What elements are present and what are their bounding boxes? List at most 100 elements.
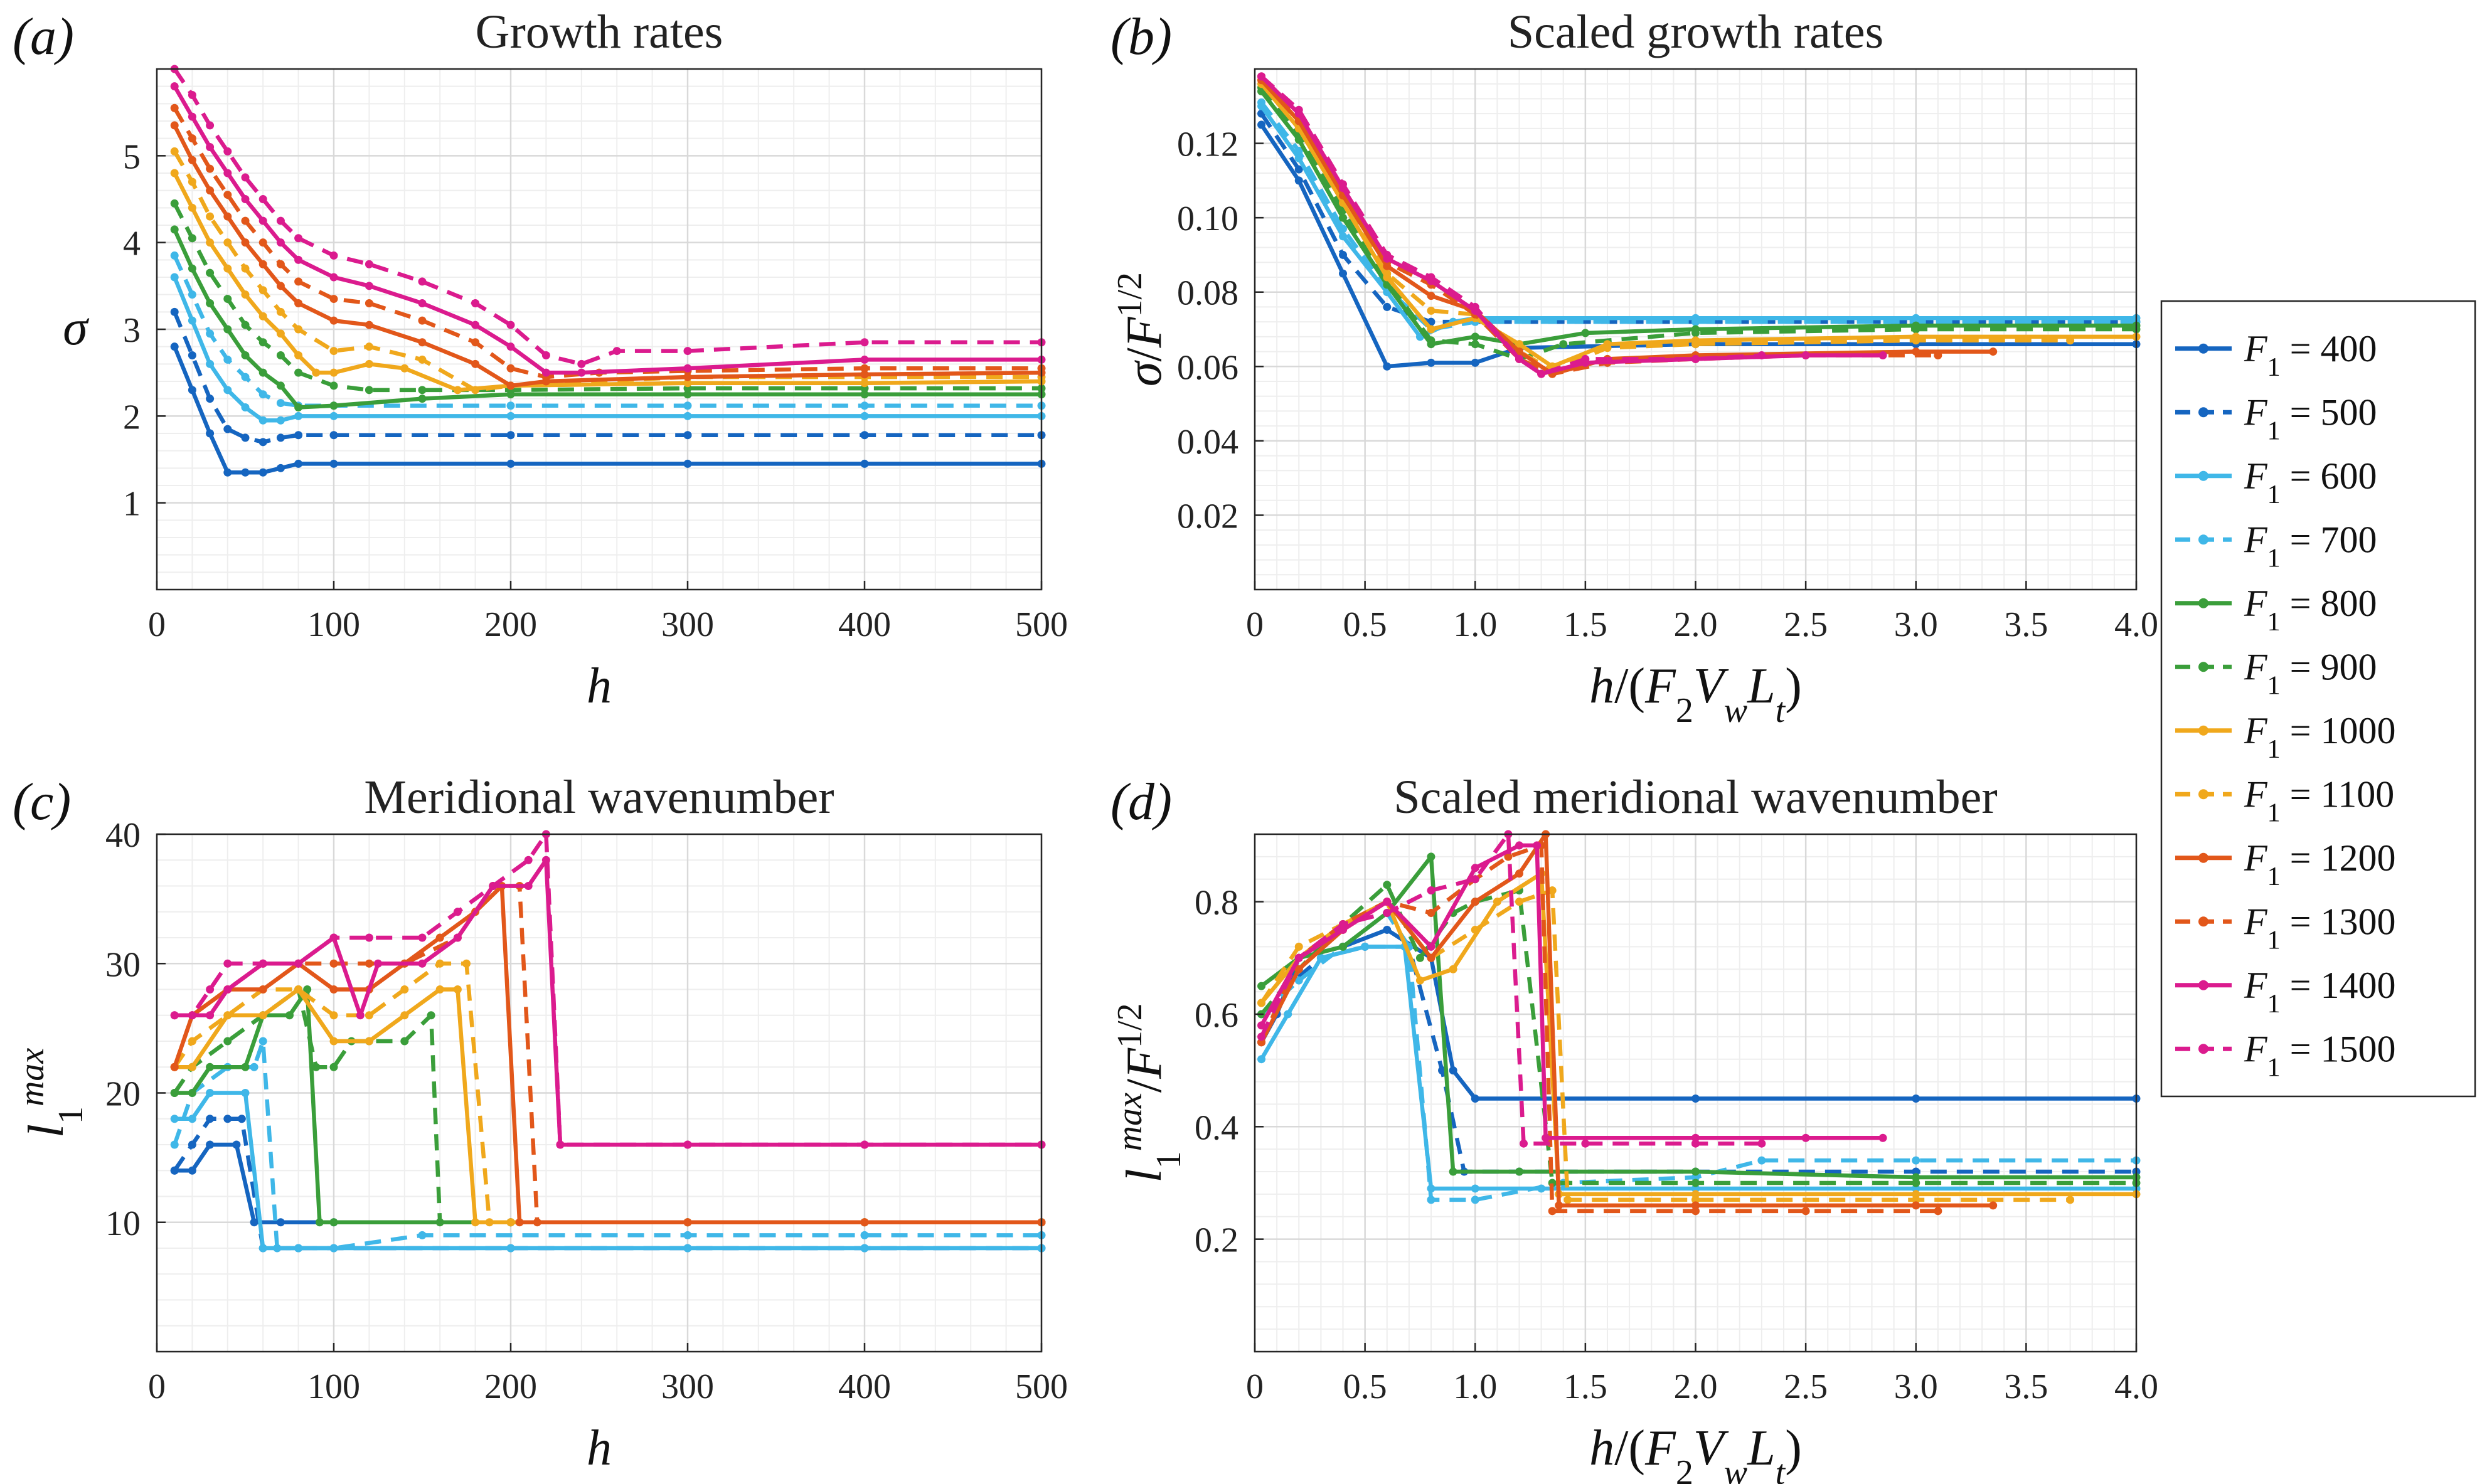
data-point	[506, 459, 515, 468]
data-point	[1912, 1156, 1920, 1165]
data-point	[471, 386, 480, 395]
data-point	[223, 1011, 232, 1020]
data-point	[1691, 340, 1700, 349]
data-point	[365, 282, 373, 290]
data-point	[294, 411, 303, 420]
data-point	[241, 468, 250, 477]
data-point	[2066, 336, 2075, 345]
label-part: /	[1117, 347, 1172, 362]
y-tick-label: 20	[105, 1075, 141, 1114]
data-point	[506, 381, 515, 390]
data-point	[860, 364, 869, 373]
legend-label: F1 = 500	[2244, 391, 2377, 445]
series-line	[1259, 832, 1762, 1146]
legend-marker	[2198, 598, 2208, 608]
data-point	[1449, 1066, 1457, 1075]
data-point	[188, 1140, 196, 1149]
data-point	[1912, 1173, 1920, 1182]
data-point	[1383, 925, 1392, 934]
data-point	[1339, 942, 1347, 951]
data-point	[170, 82, 179, 91]
x-tick-label: 0.5	[1343, 605, 1387, 644]
data-point	[1801, 1133, 1810, 1142]
data-point	[223, 985, 232, 994]
label-part: V	[1693, 1421, 1729, 1476]
data-point	[400, 985, 409, 994]
data-point	[1294, 942, 1303, 951]
data-point	[471, 1218, 480, 1227]
label-part: F	[2244, 710, 2268, 751]
x-tick-label: 500	[1015, 1367, 1068, 1406]
data-point	[170, 225, 179, 234]
data-point	[188, 1089, 196, 1097]
data-point	[1427, 953, 1435, 962]
label-part: L	[1747, 659, 1776, 714]
data-point	[1912, 1201, 1920, 1210]
data-point	[329, 368, 338, 377]
data-point	[241, 351, 250, 359]
x-tick-label: 3.5	[2004, 1367, 2048, 1406]
label-part: h	[1589, 1421, 1614, 1476]
panel-title: Meridional wavenumber	[364, 771, 834, 824]
data-point	[188, 203, 196, 212]
y-tick-label: 3	[123, 311, 141, 350]
data-point	[1542, 1133, 1550, 1142]
data-point	[860, 1244, 869, 1253]
legend-item: F1 = 800	[2175, 583, 2377, 637]
data-point	[312, 368, 321, 377]
label-part: F	[2244, 519, 2268, 560]
label-part: 1	[1149, 1151, 1188, 1169]
data-point	[241, 264, 250, 273]
y-tick-label: 2	[123, 398, 141, 437]
data-point	[683, 347, 692, 356]
data-point	[294, 234, 303, 243]
series-line	[173, 107, 1041, 379]
data-point	[223, 959, 232, 968]
data-point	[418, 1231, 427, 1239]
data-point	[170, 1115, 179, 1123]
data-point	[418, 386, 427, 395]
data-point	[612, 347, 621, 356]
data-point	[1427, 1184, 1435, 1193]
data-point	[1339, 269, 1347, 278]
data-point	[1257, 98, 1266, 107]
data-point	[1493, 898, 1501, 906]
data-point	[1383, 898, 1392, 906]
data-point	[1548, 886, 1557, 895]
data-point	[1339, 920, 1347, 928]
label-part: 1	[2267, 735, 2281, 764]
data-point	[258, 438, 267, 447]
legend-item: F1 = 1400	[2175, 965, 2396, 1019]
data-point	[285, 1011, 294, 1020]
data-point	[258, 1244, 267, 1253]
data-point	[329, 1037, 338, 1046]
data-point	[1471, 1195, 1479, 1204]
data-point	[683, 1218, 692, 1227]
data-point	[329, 273, 338, 282]
legend-marker	[2198, 980, 2208, 990]
x-tick-label: 3.5	[2004, 605, 2048, 644]
legend-label: F1 = 400	[2244, 328, 2377, 382]
data-point	[1504, 852, 1513, 861]
data-point	[1691, 1190, 1700, 1199]
data-point	[1989, 347, 1998, 356]
y-tick-label: 0.04	[1177, 423, 1238, 462]
label-part: 1	[2267, 480, 2281, 509]
data-point	[1294, 176, 1303, 185]
data-point	[1691, 354, 1700, 363]
legend-item: F1 = 400	[2175, 328, 2377, 382]
data-point	[1427, 942, 1435, 951]
x-tick-label: 0	[1246, 1367, 1264, 1406]
y-tick-label: 0.4	[1195, 1108, 1238, 1147]
data-point	[312, 1063, 321, 1071]
data-point	[206, 186, 215, 195]
label-part: max	[1111, 1093, 1149, 1151]
label-part: t	[1776, 1453, 1786, 1484]
data-point	[2066, 1195, 2075, 1204]
data-point	[188, 1166, 196, 1175]
label-part: 1	[2267, 671, 2281, 700]
data-point	[258, 959, 267, 968]
label-part: σ	[1117, 360, 1172, 386]
data-point	[276, 282, 285, 290]
data-point	[329, 1244, 338, 1253]
